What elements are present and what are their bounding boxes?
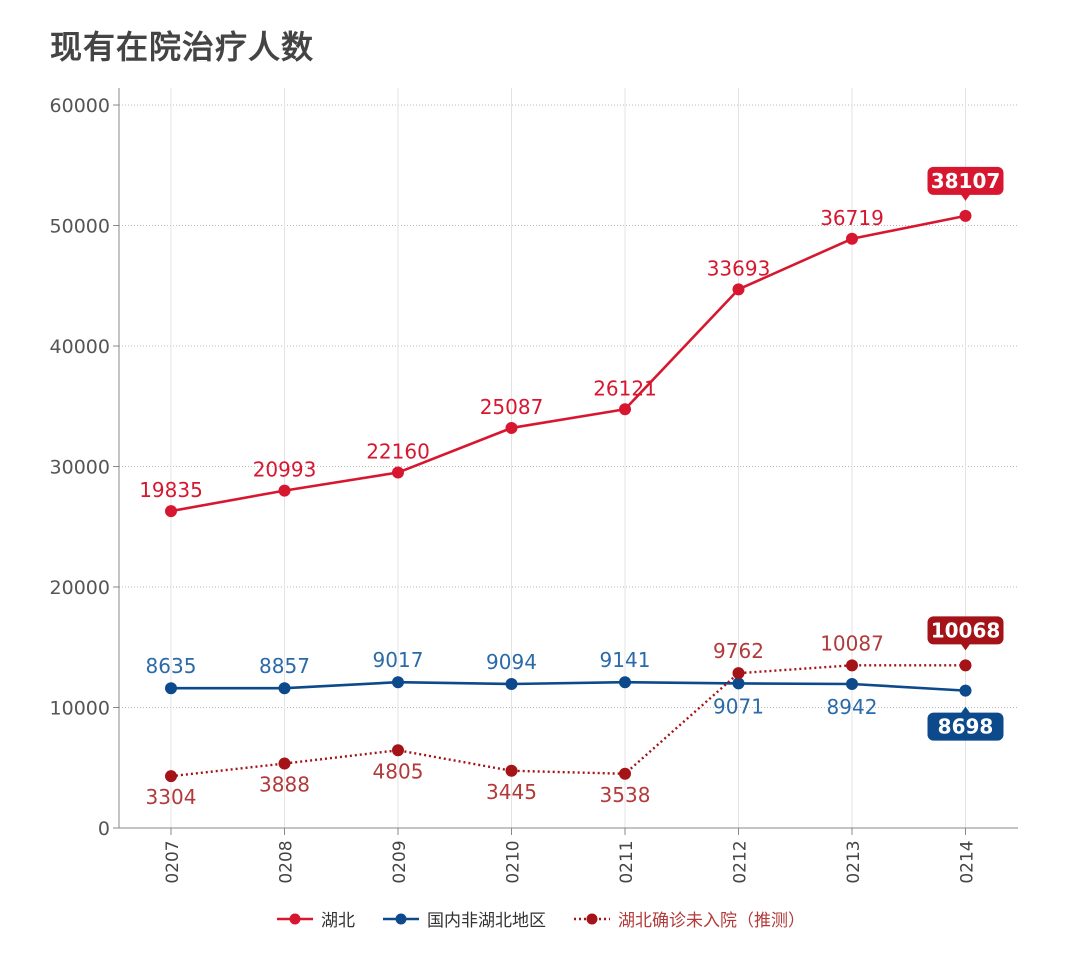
series-line bbox=[170, 664, 966, 778]
legend: 湖北 国内非湖北地区 湖北确诊未入院（推测） bbox=[0, 906, 1080, 931]
callout-estimated-box bbox=[927, 616, 1004, 645]
data-point bbox=[846, 678, 858, 691]
data-point bbox=[846, 659, 858, 672]
y-tick-label: 20000 bbox=[50, 577, 110, 599]
callout-hubei-pointer bbox=[960, 193, 971, 201]
y-tick-label: 0 bbox=[98, 818, 110, 840]
chart-title: 现有在院治疗人数 bbox=[50, 28, 315, 66]
series-line bbox=[170, 214, 966, 513]
data-label: 19835 bbox=[139, 478, 203, 502]
data-point bbox=[732, 667, 745, 680]
data-label: 3888 bbox=[259, 773, 310, 797]
y-tick-label: 30000 bbox=[50, 457, 110, 479]
data-point bbox=[392, 744, 404, 757]
legend-label: 湖北确诊未入院（推测） bbox=[618, 911, 805, 931]
callout-non-hubei-label: 8698 bbox=[938, 715, 994, 739]
x-tick-label: 0210 bbox=[504, 840, 524, 883]
data-point bbox=[959, 209, 972, 222]
legend-label: 湖北 bbox=[321, 911, 355, 931]
series-line bbox=[171, 680, 966, 692]
y-tick-label: 40000 bbox=[50, 336, 110, 358]
data-point bbox=[959, 684, 972, 697]
data-label: 3445 bbox=[486, 780, 537, 804]
data-label: 3538 bbox=[600, 783, 651, 807]
legend-item: 湖北 bbox=[275, 906, 355, 931]
data-point bbox=[165, 505, 177, 518]
callout-hubei-box bbox=[927, 166, 1004, 195]
data-label: 4805 bbox=[373, 759, 424, 783]
data-label: 9141 bbox=[600, 648, 651, 672]
data-label: 8635 bbox=[146, 654, 197, 678]
data-point bbox=[278, 757, 291, 770]
data-point bbox=[732, 283, 745, 296]
legend-swatch bbox=[277, 913, 313, 924]
data-point bbox=[392, 466, 404, 479]
callout-estimated-label: 10068 bbox=[931, 618, 1001, 642]
callout-non-hubei-box bbox=[927, 712, 1004, 741]
data-point bbox=[732, 677, 745, 690]
y-tick-label: 10000 bbox=[50, 698, 110, 720]
legend-label: 国内非湖北地区 bbox=[427, 911, 546, 931]
x-tick-label: 0209 bbox=[390, 840, 410, 883]
x-tick-label: 0208 bbox=[277, 840, 297, 883]
y-tick-label: 60000 bbox=[50, 95, 110, 117]
data-point bbox=[505, 764, 518, 777]
data-point bbox=[959, 659, 972, 672]
data-label: 9094 bbox=[486, 650, 537, 674]
data-point bbox=[165, 682, 177, 695]
data-label: 9017 bbox=[373, 648, 424, 672]
x-tick-label: 0207 bbox=[163, 840, 183, 883]
data-label: 10087 bbox=[820, 631, 884, 655]
data-point bbox=[846, 232, 858, 245]
data-label: 33693 bbox=[707, 256, 771, 280]
callout-non-hubei-pointer bbox=[960, 706, 971, 714]
callout-hubei-label: 38107 bbox=[931, 169, 1001, 193]
x-tick-label: 0213 bbox=[844, 840, 864, 883]
data-label: 3304 bbox=[146, 785, 197, 809]
x-tick-label: 0212 bbox=[731, 840, 751, 883]
data-label: 22160 bbox=[366, 440, 430, 464]
data-point bbox=[278, 682, 291, 695]
data-label: 9762 bbox=[713, 639, 764, 663]
data-point bbox=[278, 484, 291, 497]
data-point bbox=[505, 678, 518, 691]
data-point bbox=[619, 676, 631, 689]
data-label: 36719 bbox=[820, 206, 884, 230]
data-label: 25087 bbox=[480, 395, 544, 419]
legend-item: 湖北确诊未入院（推测） bbox=[572, 906, 805, 931]
legend-swatch bbox=[383, 913, 419, 924]
data-label: 8942 bbox=[827, 695, 878, 719]
legend-swatch bbox=[574, 913, 610, 924]
data-point bbox=[165, 770, 177, 783]
x-tick-label: 0214 bbox=[958, 840, 978, 883]
data-label: 8857 bbox=[259, 654, 310, 678]
data-point bbox=[619, 767, 631, 780]
x-tick-label: 0211 bbox=[617, 840, 637, 883]
data-point bbox=[619, 403, 631, 416]
callout-estimated-pointer bbox=[960, 643, 971, 651]
data-label: 9071 bbox=[713, 694, 764, 718]
data-point bbox=[505, 421, 518, 434]
y-tick-label: 50000 bbox=[50, 216, 110, 238]
data-label: 26121 bbox=[593, 376, 657, 400]
legend-item: 国内非湖北地区 bbox=[381, 906, 546, 931]
data-label: 20993 bbox=[253, 458, 317, 482]
data-point bbox=[392, 676, 404, 689]
